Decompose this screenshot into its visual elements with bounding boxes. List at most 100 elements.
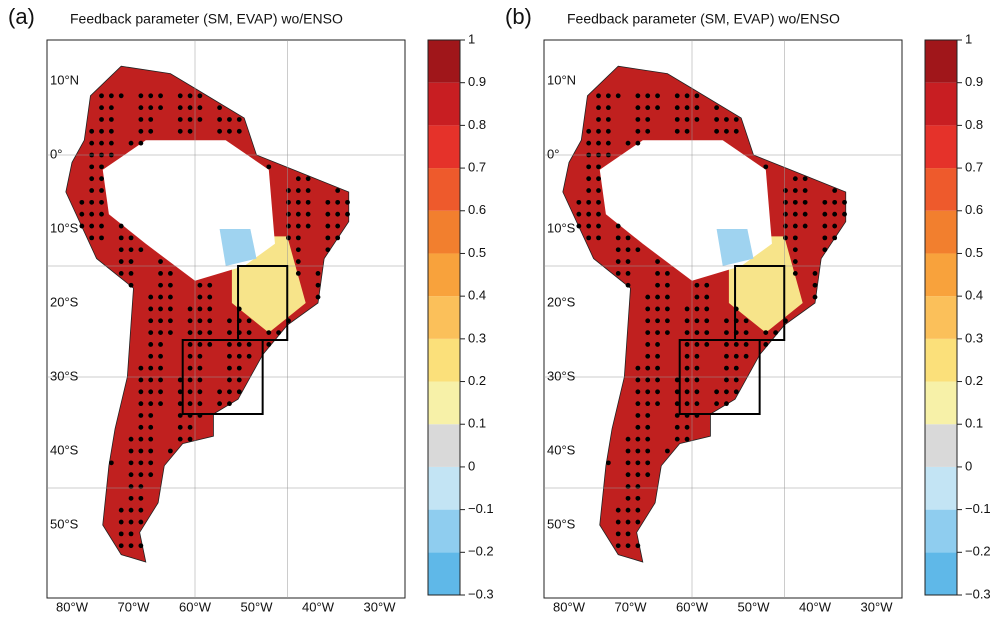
significance-dot (207, 294, 213, 300)
significance-dot (158, 105, 163, 111)
significance-dot (335, 188, 341, 193)
significance-dot (138, 472, 144, 478)
significance-dot (586, 199, 592, 205)
significance-dot (138, 105, 144, 111)
significance-dot (586, 140, 592, 146)
significance-dot (168, 448, 173, 454)
significance-dot (724, 318, 729, 324)
significance-dot (305, 199, 311, 205)
significance-dot (684, 117, 690, 122)
significance-dot (295, 235, 301, 241)
significance-dot (635, 377, 641, 383)
colorbar-label: 1 (468, 31, 475, 46)
significance-dot (168, 282, 173, 288)
significance-dot (802, 188, 808, 193)
significance-dot (335, 211, 341, 217)
significance-dot (158, 377, 163, 383)
significance-dot (108, 117, 114, 122)
significance-dot (187, 105, 193, 111)
colorbar-label: 0.2 (965, 373, 983, 388)
significance-dot (187, 318, 193, 324)
significance-dot (266, 330, 272, 335)
field-patch (219, 229, 257, 266)
significance-dot (118, 519, 124, 525)
significance-dot (596, 93, 601, 99)
significance-dot (108, 105, 114, 111)
significance-dot (694, 365, 700, 371)
significance-dot (586, 176, 592, 182)
significance-dot (615, 93, 621, 99)
significance-dot (615, 223, 621, 229)
significance-dot (197, 353, 203, 359)
significance-dot (694, 105, 700, 111)
colorbar-frame (427, 39, 461, 596)
significance-dot (138, 93, 144, 99)
significance-dot (724, 330, 729, 335)
significance-dot (645, 389, 651, 395)
significance-dot (177, 413, 183, 418)
significance-dot (733, 117, 739, 122)
significance-dot (138, 117, 144, 122)
significance-dot (236, 128, 242, 134)
significance-dot (822, 199, 828, 205)
significance-dot (743, 353, 749, 359)
significance-dot (822, 223, 828, 229)
significance-dot (605, 93, 611, 99)
significance-dot (295, 223, 301, 229)
significance-dot (315, 271, 321, 276)
significance-dot (684, 128, 690, 134)
significance-dot (79, 223, 85, 229)
significance-dot (187, 436, 193, 442)
significance-dot (714, 389, 719, 395)
significance-dot (822, 211, 828, 217)
significance-dot (246, 318, 252, 324)
significance-dot (733, 377, 739, 383)
significance-dot (138, 507, 144, 513)
significance-dot (89, 199, 95, 205)
significance-dot (655, 342, 660, 347)
significance-dot (128, 247, 134, 253)
significance-dot (207, 342, 213, 347)
significance-dot (625, 448, 631, 454)
significance-dot (635, 247, 641, 253)
significance-dot (246, 342, 252, 347)
significance-dot (655, 401, 660, 407)
significance-dot (605, 140, 611, 146)
significance-dot (325, 211, 331, 217)
significance-dot (177, 117, 183, 122)
colorbar-swatch (925, 338, 957, 382)
significance-dot (635, 484, 641, 489)
significance-dot (89, 223, 95, 229)
significance-dot (655, 353, 660, 359)
significance-dot (743, 330, 749, 335)
significance-dot (138, 377, 144, 383)
significance-dot (694, 389, 700, 395)
significance-dot (118, 259, 124, 264)
significance-dot (138, 543, 144, 549)
significance-dot (128, 282, 134, 288)
significance-dot (792, 176, 798, 182)
significance-dot (177, 424, 183, 430)
significance-dot (832, 188, 838, 193)
significance-dot (138, 448, 144, 454)
significance-dot (665, 306, 670, 312)
significance-dot (148, 413, 154, 418)
significance-dot (635, 93, 641, 99)
significance-dot (684, 436, 690, 442)
significance-dot (684, 318, 690, 324)
significance-dot (625, 140, 631, 146)
significance-dot (295, 188, 301, 193)
significance-dot (286, 199, 291, 205)
significance-dot (645, 472, 651, 478)
significance-dot (724, 389, 729, 395)
significance-dot (99, 199, 104, 205)
significance-dot (733, 365, 739, 371)
significance-dot (684, 353, 690, 359)
significance-dot (783, 211, 788, 217)
significance-dot (295, 271, 301, 276)
significance-dot (187, 424, 193, 430)
significance-dot (148, 448, 154, 454)
significance-dot (227, 330, 232, 335)
significance-dot (345, 211, 350, 217)
significance-dot (802, 199, 808, 205)
